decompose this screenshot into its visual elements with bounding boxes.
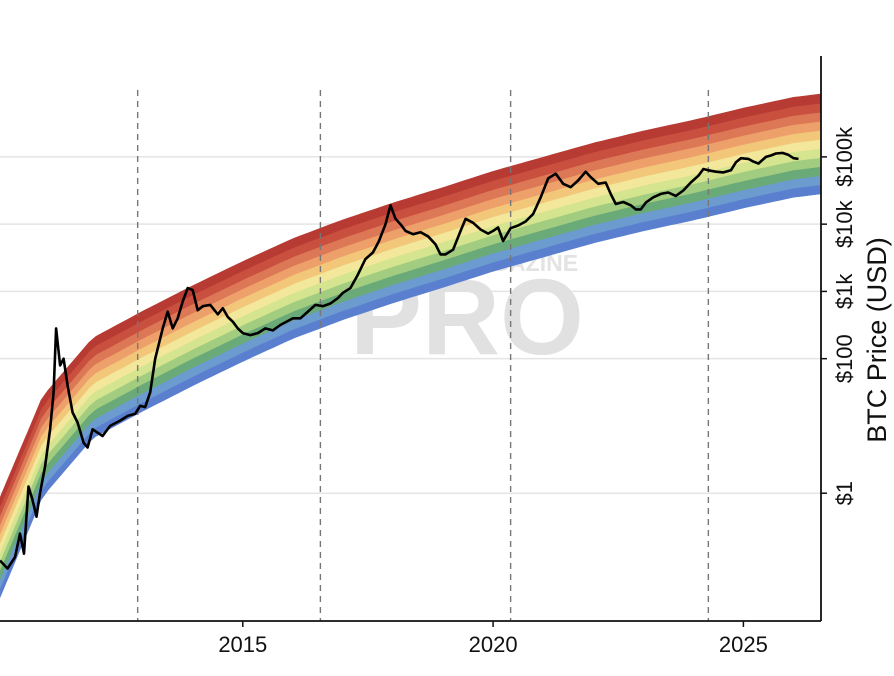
x-tick-label: 2020 (469, 632, 518, 657)
y-tick-label: $1 (832, 481, 857, 505)
y-axis-title: BTC Price (USD) (862, 237, 892, 443)
x-axis-ticks: 2015 2020 2025 (218, 621, 768, 657)
y-axis-ticks: $1 $100 $1k $10k $100k (821, 126, 857, 505)
price-series (0, 151, 799, 570)
y-tick-label: $10k (832, 199, 857, 248)
vertical-marker-lines (136, 90, 710, 621)
y-tick-label: $100 (832, 334, 857, 383)
btc-price-line (0, 151, 799, 570)
y-tick-label: $100k (832, 126, 857, 187)
axes (0, 56, 822, 622)
x-tick-label: 2015 (218, 632, 267, 657)
x-tick-label: 2025 (719, 632, 768, 657)
y-tick-label: $1k (832, 273, 857, 309)
